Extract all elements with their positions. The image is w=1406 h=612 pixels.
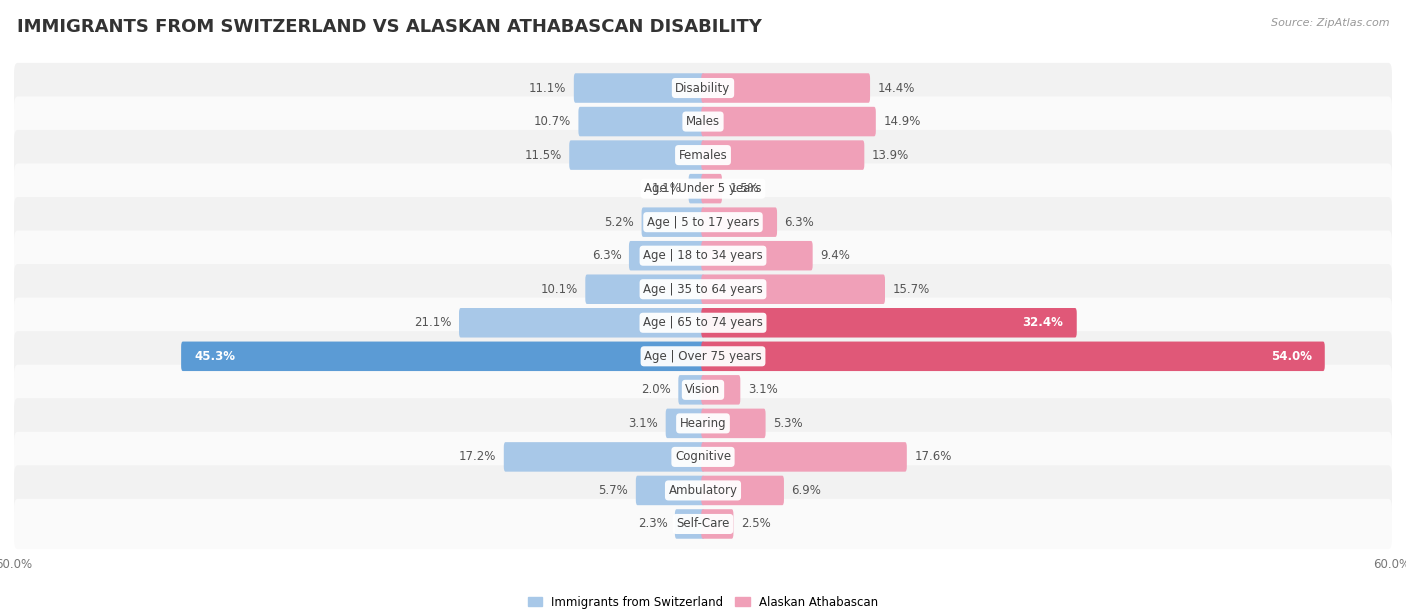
FancyBboxPatch shape bbox=[675, 509, 704, 539]
FancyBboxPatch shape bbox=[14, 431, 1392, 482]
FancyBboxPatch shape bbox=[702, 207, 778, 237]
FancyBboxPatch shape bbox=[14, 163, 1392, 214]
Text: Age | 35 to 64 years: Age | 35 to 64 years bbox=[643, 283, 763, 296]
Text: 6.3%: 6.3% bbox=[785, 215, 814, 229]
Text: Females: Females bbox=[679, 149, 727, 162]
FancyBboxPatch shape bbox=[702, 73, 870, 103]
Text: 1.5%: 1.5% bbox=[730, 182, 759, 195]
FancyBboxPatch shape bbox=[665, 409, 704, 438]
FancyBboxPatch shape bbox=[181, 341, 704, 371]
Text: 6.3%: 6.3% bbox=[592, 249, 621, 262]
Text: Ambulatory: Ambulatory bbox=[668, 484, 738, 497]
Text: Cognitive: Cognitive bbox=[675, 450, 731, 463]
Text: 14.4%: 14.4% bbox=[877, 81, 915, 94]
FancyBboxPatch shape bbox=[14, 231, 1392, 281]
FancyBboxPatch shape bbox=[569, 140, 704, 170]
Text: Hearing: Hearing bbox=[679, 417, 727, 430]
Text: 2.0%: 2.0% bbox=[641, 383, 671, 397]
FancyBboxPatch shape bbox=[458, 308, 704, 338]
Text: IMMIGRANTS FROM SWITZERLAND VS ALASKAN ATHABASCAN DISABILITY: IMMIGRANTS FROM SWITZERLAND VS ALASKAN A… bbox=[17, 18, 762, 36]
FancyBboxPatch shape bbox=[14, 465, 1392, 515]
Text: 21.1%: 21.1% bbox=[415, 316, 451, 329]
FancyBboxPatch shape bbox=[14, 130, 1392, 181]
FancyBboxPatch shape bbox=[641, 207, 704, 237]
FancyBboxPatch shape bbox=[578, 107, 704, 136]
Text: Males: Males bbox=[686, 115, 720, 128]
FancyBboxPatch shape bbox=[14, 297, 1392, 348]
FancyBboxPatch shape bbox=[14, 264, 1392, 315]
FancyBboxPatch shape bbox=[702, 174, 721, 203]
FancyBboxPatch shape bbox=[574, 73, 704, 103]
Text: Disability: Disability bbox=[675, 81, 731, 94]
FancyBboxPatch shape bbox=[585, 274, 704, 304]
FancyBboxPatch shape bbox=[702, 274, 884, 304]
Text: 11.1%: 11.1% bbox=[529, 81, 567, 94]
Text: 2.5%: 2.5% bbox=[741, 518, 770, 531]
Text: Age | 65 to 74 years: Age | 65 to 74 years bbox=[643, 316, 763, 329]
FancyBboxPatch shape bbox=[678, 375, 704, 405]
Text: 10.7%: 10.7% bbox=[534, 115, 571, 128]
Text: 15.7%: 15.7% bbox=[893, 283, 929, 296]
Text: 1.1%: 1.1% bbox=[651, 182, 681, 195]
Text: Age | 5 to 17 years: Age | 5 to 17 years bbox=[647, 215, 759, 229]
FancyBboxPatch shape bbox=[14, 365, 1392, 415]
FancyBboxPatch shape bbox=[702, 375, 741, 405]
FancyBboxPatch shape bbox=[702, 107, 876, 136]
Text: 2.3%: 2.3% bbox=[638, 518, 668, 531]
FancyBboxPatch shape bbox=[14, 499, 1392, 549]
FancyBboxPatch shape bbox=[702, 341, 1324, 371]
Text: 5.2%: 5.2% bbox=[605, 215, 634, 229]
FancyBboxPatch shape bbox=[14, 197, 1392, 247]
Text: 17.6%: 17.6% bbox=[914, 450, 952, 463]
FancyBboxPatch shape bbox=[14, 398, 1392, 449]
FancyBboxPatch shape bbox=[702, 308, 1077, 338]
Text: 13.9%: 13.9% bbox=[872, 149, 910, 162]
FancyBboxPatch shape bbox=[702, 442, 907, 472]
FancyBboxPatch shape bbox=[503, 442, 704, 472]
Text: Source: ZipAtlas.com: Source: ZipAtlas.com bbox=[1271, 18, 1389, 28]
FancyBboxPatch shape bbox=[702, 409, 766, 438]
FancyBboxPatch shape bbox=[702, 509, 734, 539]
FancyBboxPatch shape bbox=[689, 174, 704, 203]
Text: 3.1%: 3.1% bbox=[628, 417, 658, 430]
FancyBboxPatch shape bbox=[702, 476, 785, 505]
Text: 10.1%: 10.1% bbox=[540, 283, 578, 296]
Text: 32.4%: 32.4% bbox=[1022, 316, 1063, 329]
Text: 17.2%: 17.2% bbox=[458, 450, 496, 463]
Text: Age | Under 5 years: Age | Under 5 years bbox=[644, 182, 762, 195]
Text: Vision: Vision bbox=[685, 383, 721, 397]
Text: Age | 18 to 34 years: Age | 18 to 34 years bbox=[643, 249, 763, 262]
Text: 45.3%: 45.3% bbox=[194, 350, 235, 363]
FancyBboxPatch shape bbox=[628, 241, 704, 271]
FancyBboxPatch shape bbox=[14, 63, 1392, 113]
Text: 3.1%: 3.1% bbox=[748, 383, 778, 397]
Legend: Immigrants from Switzerland, Alaskan Athabascan: Immigrants from Switzerland, Alaskan Ath… bbox=[527, 595, 879, 608]
FancyBboxPatch shape bbox=[14, 97, 1392, 147]
Text: 5.7%: 5.7% bbox=[599, 484, 628, 497]
Text: 54.0%: 54.0% bbox=[1271, 350, 1312, 363]
Text: 6.9%: 6.9% bbox=[792, 484, 821, 497]
Text: 5.3%: 5.3% bbox=[773, 417, 803, 430]
Text: Self-Care: Self-Care bbox=[676, 518, 730, 531]
Text: 9.4%: 9.4% bbox=[820, 249, 851, 262]
Text: Age | Over 75 years: Age | Over 75 years bbox=[644, 350, 762, 363]
Text: 14.9%: 14.9% bbox=[883, 115, 921, 128]
FancyBboxPatch shape bbox=[14, 331, 1392, 381]
Text: 11.5%: 11.5% bbox=[524, 149, 562, 162]
FancyBboxPatch shape bbox=[702, 241, 813, 271]
FancyBboxPatch shape bbox=[636, 476, 704, 505]
FancyBboxPatch shape bbox=[702, 140, 865, 170]
